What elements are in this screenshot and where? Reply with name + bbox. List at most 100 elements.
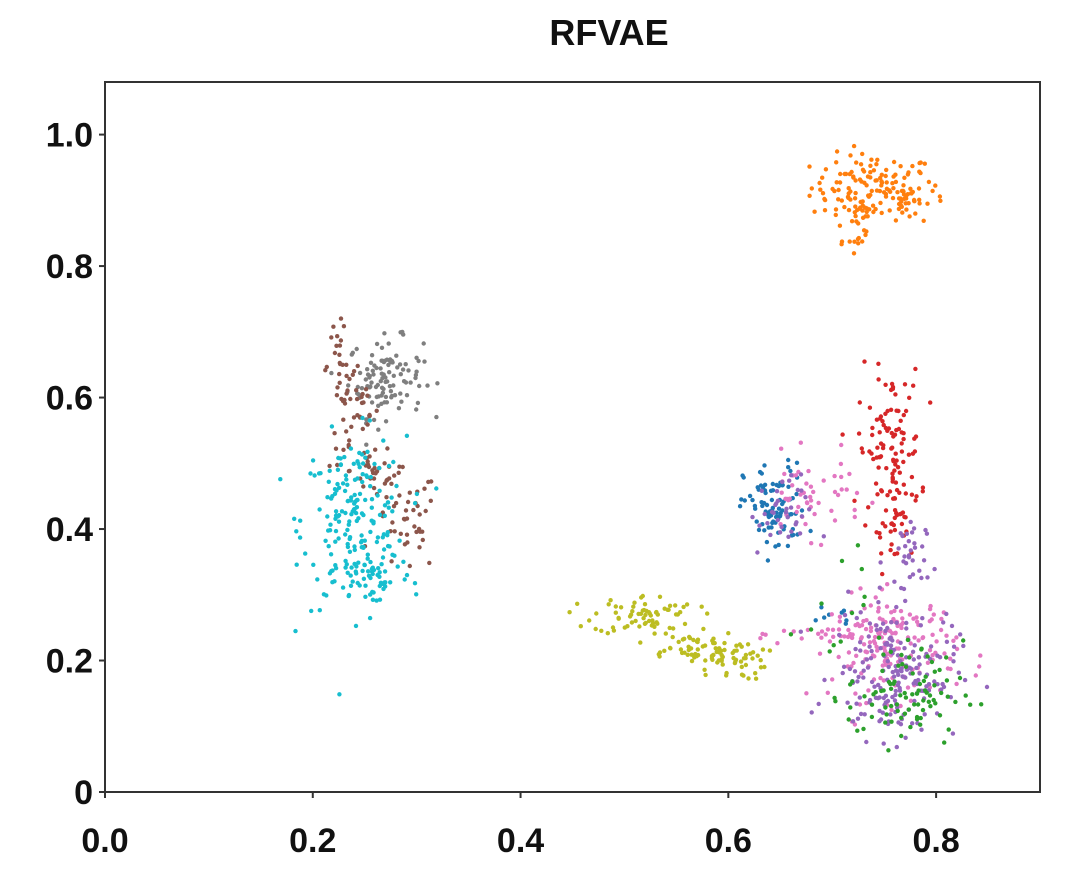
scatter-point <box>702 643 708 648</box>
scatter-point <box>898 640 903 645</box>
scatter-point <box>864 657 870 662</box>
scatter-point <box>773 502 778 508</box>
scatter-point <box>618 605 624 610</box>
scatter-point <box>853 213 858 219</box>
scatter-point <box>882 648 888 654</box>
scatter-point <box>323 538 328 543</box>
scatter-point <box>368 575 373 581</box>
scatter-point <box>856 431 862 436</box>
scatter-point <box>844 487 849 492</box>
scatter-point <box>717 650 722 655</box>
scatter-point <box>425 383 430 388</box>
scatter-point <box>350 372 355 377</box>
scatter-point <box>832 473 837 479</box>
scatter-point <box>417 383 422 389</box>
scatter-point <box>893 688 898 694</box>
scatter-point <box>414 592 419 597</box>
scatter-point <box>385 530 390 535</box>
scatter-point <box>820 175 825 180</box>
scatter-point <box>843 621 848 626</box>
scatter-point <box>858 640 863 645</box>
scatter-point <box>567 610 572 615</box>
scatter-point <box>839 442 844 448</box>
scatter-point <box>848 705 853 710</box>
scatter-point <box>866 634 871 639</box>
scatter-point <box>930 188 935 194</box>
scatter-point <box>303 551 308 556</box>
scatter-point <box>876 682 881 688</box>
scatter-point <box>868 175 873 180</box>
scatter-point <box>881 422 886 428</box>
scatter-point <box>895 708 900 714</box>
scatter-point <box>326 479 331 484</box>
scatter-point <box>368 529 373 535</box>
scatter-point <box>344 562 349 567</box>
scatter-point <box>369 505 374 510</box>
scatter-point <box>799 636 804 641</box>
scatter-point <box>759 500 764 505</box>
scatter-point <box>910 692 915 697</box>
scatter-point <box>901 482 906 487</box>
scatter-point <box>896 663 901 668</box>
scatter-point <box>962 677 968 683</box>
scatter-point <box>705 611 710 616</box>
scatter-point <box>390 509 395 514</box>
scatter-point <box>688 646 694 651</box>
scatter-point <box>351 369 357 374</box>
scatter-point <box>883 194 889 199</box>
scatter-point <box>369 569 375 574</box>
scatter-point <box>903 735 908 740</box>
scatter-point <box>711 636 716 641</box>
scatter-point <box>384 495 389 500</box>
scatter-point <box>891 457 896 462</box>
scatter-point <box>894 620 899 625</box>
scatter-point <box>904 620 909 626</box>
scatter-point <box>336 536 341 541</box>
y-tick-label: 0.4 <box>46 511 93 549</box>
scatter-point <box>855 728 860 733</box>
scatter-point <box>825 690 830 695</box>
scatter-point <box>784 506 789 511</box>
scatter-point <box>841 664 847 669</box>
scatter-point <box>917 568 922 573</box>
scatter-point <box>349 565 354 570</box>
scatter-point <box>771 519 776 524</box>
scatter-point <box>874 417 880 422</box>
scatter-point <box>346 593 351 599</box>
scatter-point <box>808 498 814 503</box>
scatter-point <box>858 711 864 717</box>
scatter-point <box>786 457 791 463</box>
scatter-point <box>853 204 858 209</box>
scatter-point <box>890 181 895 186</box>
scatter-point <box>375 382 380 388</box>
scatter-point <box>847 666 853 672</box>
scatter-point <box>873 206 878 212</box>
scatter-point <box>395 564 400 569</box>
scatter-point <box>927 606 933 612</box>
scatter-point <box>899 585 904 591</box>
scatter-point <box>909 530 915 535</box>
scatter-point <box>720 662 725 667</box>
scatter-point <box>876 605 881 611</box>
scatter-point <box>387 384 393 389</box>
scatter-point <box>347 549 353 554</box>
scatter-point <box>856 235 861 241</box>
scatter-point <box>905 637 911 643</box>
scatter-point <box>297 535 303 540</box>
scatter-point <box>904 207 909 212</box>
scatter-point <box>809 710 814 715</box>
scatter-point <box>837 619 842 624</box>
scatter-point <box>370 597 376 602</box>
scatter-point <box>907 665 912 670</box>
scatter-point <box>832 518 838 523</box>
scatter-point <box>984 684 990 690</box>
scatter-point <box>398 372 403 377</box>
scatter-point <box>401 379 407 384</box>
scatter-point <box>901 189 906 194</box>
scatter-point <box>335 334 340 339</box>
scatter-point <box>411 507 416 513</box>
scatter-point <box>946 727 951 732</box>
scatter-point <box>872 634 878 640</box>
scatter-point <box>822 677 827 683</box>
scatter-point <box>834 180 839 185</box>
